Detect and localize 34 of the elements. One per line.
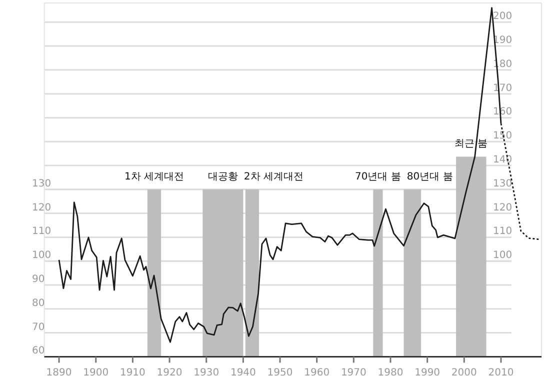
x-tick-label: 1960 — [304, 368, 330, 379]
x-tick-label: 1940 — [230, 368, 256, 379]
band-label: 70년대 붐 — [355, 171, 401, 182]
y2-tick-label: 110 — [493, 226, 512, 238]
x-tick-label: 1980 — [378, 368, 404, 379]
x-tick-label: 1890 — [46, 368, 72, 379]
y2-tick-label: 150 — [493, 130, 512, 142]
x-tick-label: 2010 — [488, 368, 514, 379]
x-tick-label: 1910 — [120, 368, 146, 379]
x-tick-label: 1990 — [414, 368, 440, 379]
band-label: 2차 세계대전 — [244, 171, 304, 182]
y-tick-label: 60 — [32, 346, 45, 357]
x-tick-label: 1970 — [340, 368, 366, 379]
x-tick-label: 2000 — [451, 368, 477, 379]
y2-tick-label: 100 — [493, 250, 512, 262]
x-tick-label: 1920 — [156, 368, 182, 379]
y2-tick-label: 140 — [493, 154, 512, 166]
y-tick-label: 100 — [32, 250, 52, 262]
y2-tick-label: 130 — [493, 178, 512, 190]
x-tick-label: 1950 — [267, 368, 293, 379]
x-tick-label: 1930 — [194, 368, 220, 379]
y-tick-label: 70 — [32, 322, 45, 333]
y-tick-label: 120 — [32, 202, 52, 214]
band-label: 대공황 — [208, 171, 238, 182]
band-label: 80년대 붐 — [406, 171, 453, 182]
y2-tick-label: 120 — [493, 202, 512, 214]
band-label: 1차 세계대전 — [124, 171, 184, 182]
y-tick-label: 110 — [32, 226, 52, 238]
y-tick-label: 80 — [32, 298, 45, 309]
band-label: 최근 붐 — [454, 138, 488, 150]
y-tick-label: 90 — [32, 274, 45, 286]
y-tick-label: 130 — [32, 178, 52, 190]
x-tick-label: 1900 — [83, 368, 109, 379]
y2-tick-label: 200 — [493, 11, 512, 22]
